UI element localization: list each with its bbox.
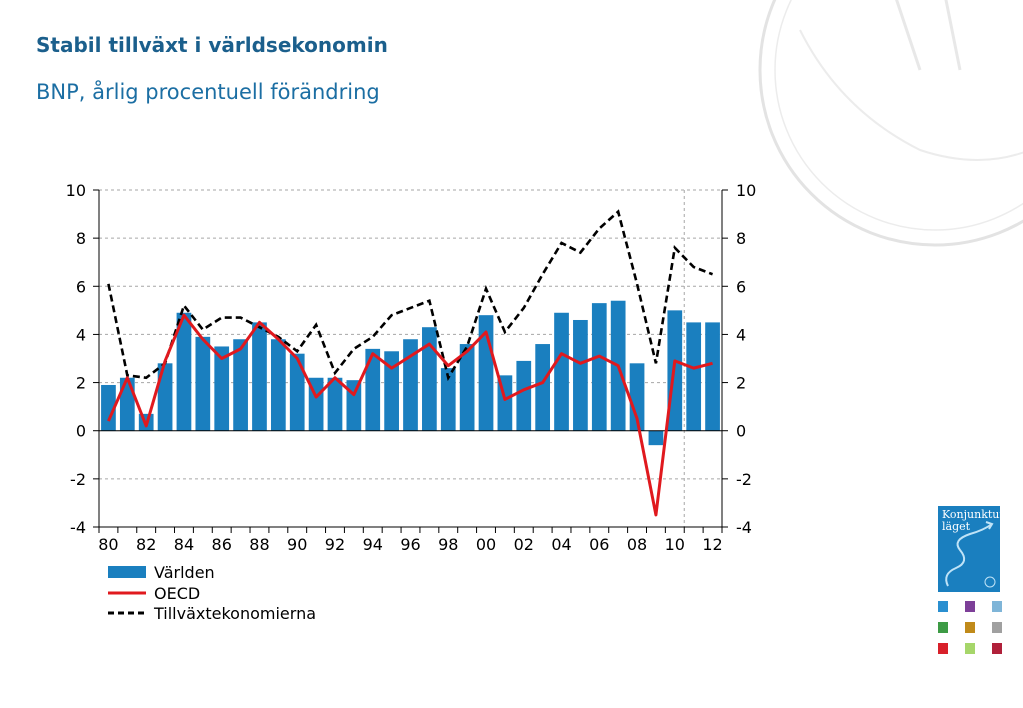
bar-varlden [195,336,211,431]
logo-text-line1: Konjunktur [942,508,1005,521]
y-tick-label-right: 4 [736,325,746,344]
x-tick-label: 84 [174,535,194,554]
bar-varlden [648,430,664,446]
y-tick-label-left: 0 [76,422,86,441]
x-tick-label: 94 [363,535,383,554]
legend-swatch-varlden [108,566,146,578]
x-tick-label: 96 [400,535,420,554]
legend-label-oecd: OECD [154,584,200,603]
legend-label-tillvaxtekonomierna: Tillväxtekonomierna [153,604,316,623]
publication-icon[interactable] [938,601,948,612]
bar-varlden [573,319,588,431]
x-tick-label: 10 [665,535,685,554]
y-tick-label-left: 10 [66,181,86,200]
bar-varlden [119,377,135,431]
x-tick-label: 98 [438,535,458,554]
y-tick-label-left: 2 [76,374,86,393]
x-tick-label: 88 [249,535,269,554]
y-tick-label-right: -4 [736,518,752,537]
bar-varlden [516,360,532,431]
line-oecd [107,313,713,517]
bar-varlden [554,312,569,431]
y-tick-label-right: 8 [736,229,746,248]
bar-varlden [686,322,702,431]
y-tick-label-right: -2 [736,470,752,489]
x-tick-label: 06 [589,535,609,554]
bar-varlden [365,348,381,431]
publication-icon[interactable] [965,643,975,654]
publication-icon[interactable] [938,643,948,654]
bar-varlden [440,368,456,431]
bar-varlden [233,339,248,431]
bar-series-varlden [101,300,720,446]
bar-varlden [176,312,192,431]
publication-icon[interactable] [992,643,1002,654]
line-series [107,209,714,517]
x-tick-label: 02 [514,535,534,554]
publication-icon[interactable] [965,622,975,633]
y-tick-label-right: 0 [736,422,746,441]
bar-varlden [157,363,173,431]
publication-icon[interactable] [938,622,948,633]
bar-varlden [422,327,437,431]
bar-varlden [459,344,475,431]
x-tick-label: 08 [627,535,647,554]
bar-varlden [270,339,286,431]
y-tick-label-left: 8 [76,229,86,248]
seal-watermark-icon [758,0,1023,247]
bar-varlden [327,377,343,431]
bar-varlden [384,351,399,431]
y-tick-label-left: 4 [76,325,86,344]
bar-varlden [629,363,645,431]
page-title: Stabil tillväxt i världsekonomin [36,33,388,57]
publication-icon[interactable] [992,622,1002,633]
x-tick-label: 00 [476,535,496,554]
x-tick-label: 82 [136,535,156,554]
y-tick-label-left: -4 [70,518,86,537]
x-tick-label: 12 [702,535,722,554]
axes [93,189,728,533]
bar-varlden [346,380,362,431]
bar-varlden [705,322,720,431]
y-tick-label-left: 6 [76,277,86,296]
bar-varlden [535,344,551,431]
x-tick-label: 92 [325,535,345,554]
x-tick-label: 86 [212,535,232,554]
page-subtitle: BNP, årlig procentuell förändring [36,80,380,104]
x-tick-label: 04 [551,535,571,554]
legend-label-varlden: Världen [154,563,215,582]
line-tillvaxtekonomierna [107,209,714,382]
bar-varlden [101,384,116,431]
y-tick-label-right: 10 [736,181,756,200]
konjunkturlaget-logo: Konjunktur läget [938,506,1005,592]
y-tick-label-right: 2 [736,374,746,393]
bar-varlden [591,303,607,431]
y-tick-label-right: 6 [736,277,746,296]
publication-icon[interactable] [965,601,975,612]
logo-text-line2: läget [942,520,971,533]
legend: Världen OECD Tillväxtekonomierna [108,563,316,623]
bar-varlden [252,322,267,431]
x-tick-label: 80 [98,535,118,554]
bar-varlden [403,339,418,431]
x-tick-label: 90 [287,535,307,554]
y-tick-label-left: -2 [70,470,86,489]
publication-icon[interactable] [992,601,1002,612]
bar-varlden [214,346,230,431]
bar-varlden [289,353,305,431]
